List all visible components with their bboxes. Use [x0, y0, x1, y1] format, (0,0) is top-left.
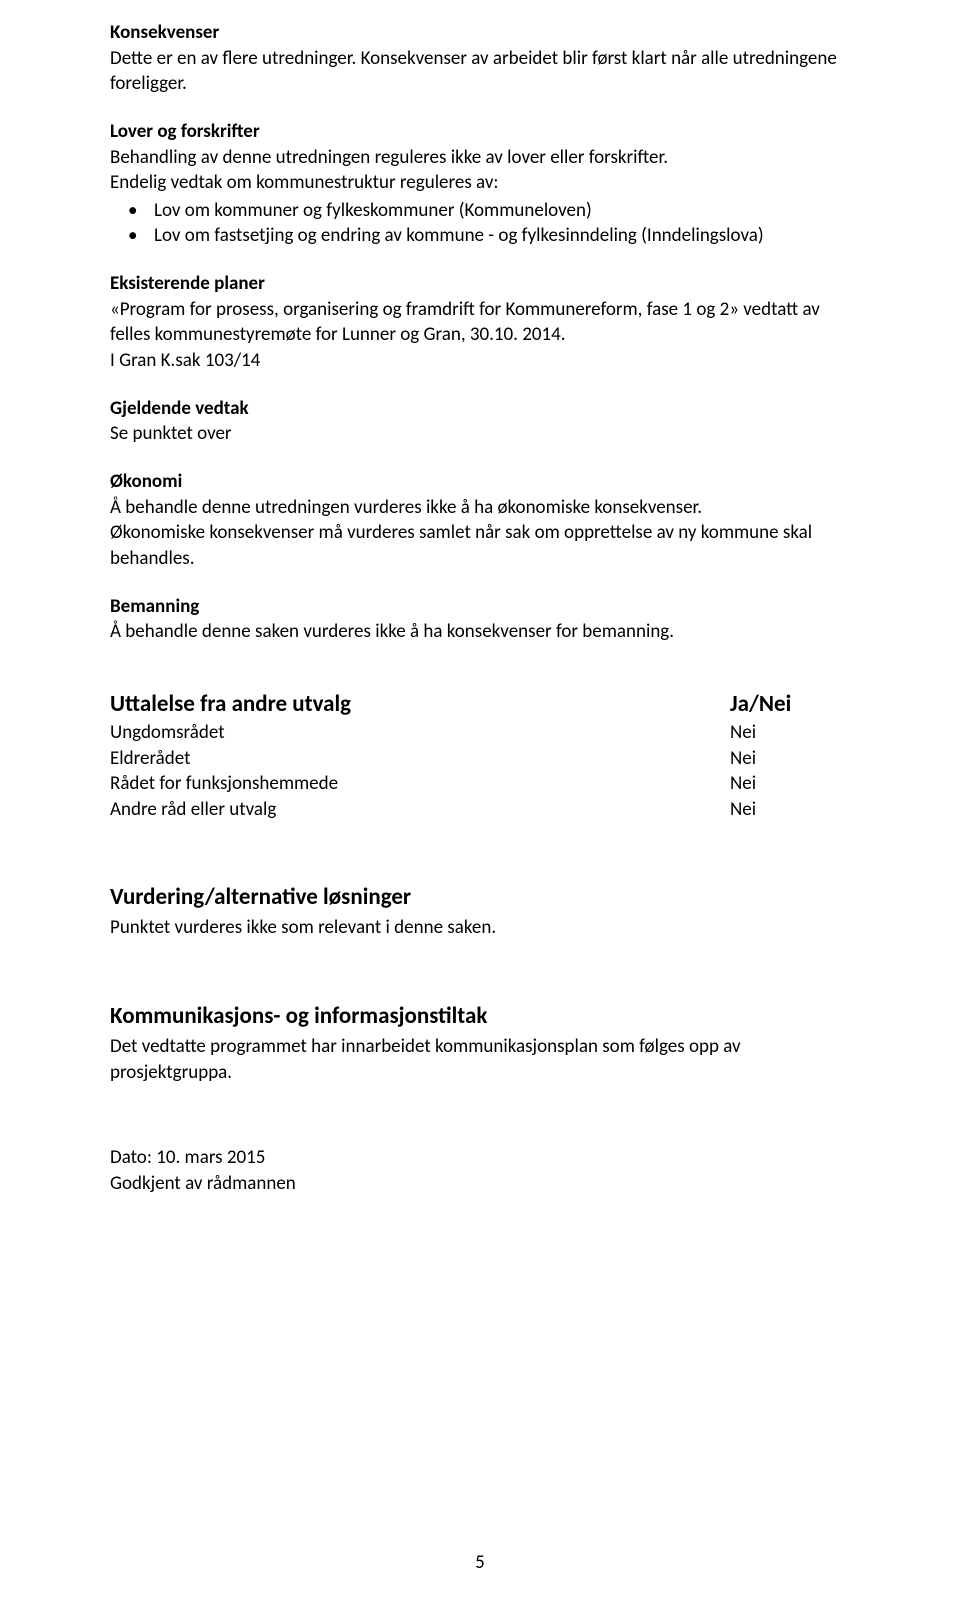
table-cell-label: Rådet for funksjonshemmede — [110, 771, 730, 797]
heading-kommunikasjon: Kommunikasjons- og informasjonstiltak — [110, 1001, 850, 1032]
spacer — [110, 963, 850, 1001]
text-kommunikasjon: Det vedtatte programmet har innarbeidet … — [110, 1034, 850, 1085]
text-vurdering: Punktet vurderes ikke som relevant i den… — [110, 915, 850, 941]
heading-lover: Lover og forskrifter — [110, 119, 850, 145]
section-bemanning: Bemanning Å behandle denne saken vurdere… — [110, 594, 850, 645]
spacer — [110, 667, 850, 689]
heading-eksisterende: Eksisterende planer — [110, 271, 850, 297]
section-eksisterende: Eksisterende planer «Program for prosess… — [110, 271, 850, 374]
table-row: Andre råd eller utvalg Nei — [110, 797, 850, 823]
heading-okonomi: Økonomi — [110, 469, 850, 495]
section-konsekvenser: Konsekvenser Dette er en av flere utredn… — [110, 20, 850, 97]
text-okonomi-2: Økonomiske konsekvenser må vurderes saml… — [110, 520, 850, 571]
table-cell-label: Andre råd eller utvalg — [110, 797, 730, 823]
text-eksisterende-1: «Program for prosess, organisering og fr… — [110, 297, 850, 348]
table-row: Eldrerådet Nei — [110, 746, 850, 772]
table-cell-value: Nei — [730, 746, 850, 772]
text-dato: Dato: 10. mars 2015 — [110, 1145, 850, 1171]
table-cell-value: Nei — [730, 720, 850, 746]
table-header-right: Ja/Nei — [730, 689, 850, 720]
heading-konsekvenser: Konsekvenser — [110, 20, 850, 46]
table-cell-label: Eldrerådet — [110, 746, 730, 772]
table-cell-value: Nei — [730, 797, 850, 823]
text-konsekvenser: Dette er en av flere utredninger. Konsek… — [110, 46, 850, 97]
section-footer: Dato: 10. mars 2015 Godkjent av rådmanne… — [110, 1145, 850, 1196]
table-header-row: Uttalelse fra andre utvalg Ja/Nei — [110, 689, 850, 720]
section-kommunikasjon: Kommunikasjons- og informasjonstiltak De… — [110, 1001, 850, 1085]
section-uttalelse: Uttalelse fra andre utvalg Ja/Nei Ungdom… — [110, 689, 850, 823]
bullet-item: Lov om fastsetjing og endring av kommune… — [154, 223, 850, 249]
table-cell-label: Ungdomsrådet — [110, 720, 730, 746]
heading-gjeldende: Gjeldende vedtak — [110, 396, 850, 422]
section-okonomi: Økonomi Å behandle denne utredningen vur… — [110, 469, 850, 572]
text-eksisterende-2: I Gran K.sak 103/14 — [110, 348, 850, 374]
bullet-list-lover: Lov om kommuner og fylkeskommuner (Kommu… — [110, 198, 850, 249]
spacer — [110, 1107, 850, 1145]
table-header-left: Uttalelse fra andre utvalg — [110, 689, 730, 720]
text-okonomi-1: Å behandle denne utredningen vurderes ik… — [110, 495, 850, 521]
page-number: 5 — [0, 1551, 960, 1574]
table-row: Rådet for funksjonshemmede Nei — [110, 771, 850, 797]
heading-bemanning: Bemanning — [110, 594, 850, 620]
uttalelse-table: Uttalelse fra andre utvalg Ja/Nei Ungdom… — [110, 689, 850, 823]
section-vurdering: Vurdering/alternative løsninger Punktet … — [110, 882, 850, 941]
table-cell-value: Nei — [730, 771, 850, 797]
text-gjeldende: Se punktet over — [110, 421, 850, 447]
text-lover-2: Endelig vedtak om kommunestruktur regule… — [110, 170, 850, 196]
section-gjeldende: Gjeldende vedtak Se punktet over — [110, 396, 850, 447]
text-godkjent: Godkjent av rådmannen — [110, 1171, 850, 1197]
text-lover-1: Behandling av denne utredningen regulere… — [110, 145, 850, 171]
section-lover: Lover og forskrifter Behandling av denne… — [110, 119, 850, 249]
table-row: Ungdomsrådet Nei — [110, 720, 850, 746]
text-bemanning: Å behandle denne saken vurderes ikke å h… — [110, 619, 850, 645]
document-page: Konsekvenser Dette er en av flere utredn… — [0, 0, 960, 1604]
heading-vurdering: Vurdering/alternative løsninger — [110, 882, 850, 913]
spacer — [110, 844, 850, 882]
bullet-item: Lov om kommuner og fylkeskommuner (Kommu… — [154, 198, 850, 224]
